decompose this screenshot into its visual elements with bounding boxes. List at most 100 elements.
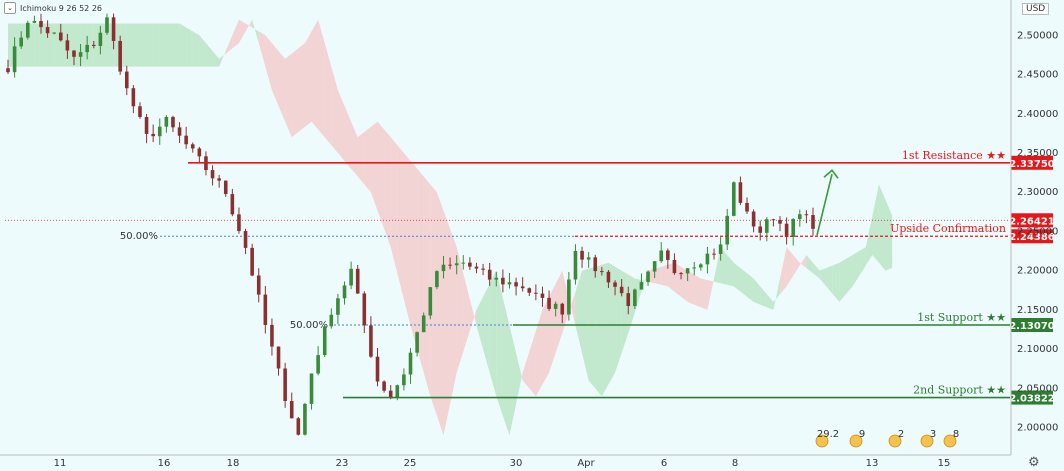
ichimoku-cloud-segment [87,23,94,67]
candle-body [39,21,43,28]
candle-body [362,293,367,326]
x-tick-label: 15 [938,458,951,469]
ichimoku-cloud-segment [397,145,404,300]
candle-body [804,214,809,216]
ichimoku-cloud-segment [232,19,239,49]
level-label: 1st Resistance ★★ [902,149,1006,162]
y-tick-label: 2.05000 [1017,383,1058,394]
ichimoku-cloud-segment [661,264,668,287]
event-marker[interactable] [849,434,863,448]
fib-label: 50.00% [290,320,328,331]
candle-body [659,250,664,262]
ichimoku-cloud-segment [845,254,853,295]
ichimoku-cloud-segment [601,262,609,397]
ichimoku-cloud-segment [278,50,286,122]
ichimoku-cloud-segment [780,247,787,295]
ichimoku-cloud-segment [443,210,451,436]
ichimoku-cloud-segment [34,23,41,67]
candle-body [296,418,301,435]
ichimoku-cloud-segment [529,330,536,397]
currency-selector[interactable]: USD [1022,3,1050,15]
ichimoku-cloud-segment [872,184,879,263]
candle-body [6,68,10,73]
candle-body [520,286,525,289]
candle-body [652,261,657,272]
candle-body [124,71,129,89]
ichimoku-cloud-segment [535,309,543,397]
ichimoku-cloud-segment [496,270,503,416]
candle-body [184,135,188,145]
candle-body [705,253,710,265]
candle-body [382,381,386,391]
chevron-down-icon[interactable]: ⌄ [4,2,16,14]
y-tick-label: 2.35000 [1017,148,1058,159]
candle-body [732,182,736,216]
candle-body [435,271,439,288]
ichimoku-cloud-segment [707,278,715,310]
candle-body [619,286,624,294]
y-tick-label: 2.00000 [1017,423,1058,434]
candle-body [263,294,268,325]
event-count: 29.2 [817,429,839,440]
x-tick-label: 6 [661,458,667,469]
candle-body [223,180,228,195]
ichimoku-cloud-segment [509,325,517,436]
ichimoku-cloud-segment [865,215,873,266]
candle-body [138,106,142,117]
ichimoku-cloud-segment [436,192,444,436]
candle-body [474,266,479,269]
ichimoku-cloud-segment [832,262,840,303]
candle-body [336,298,340,315]
ichimoku-cloud-segment [298,43,305,133]
candle-body [494,277,499,280]
candle-body [672,259,677,274]
event-marker[interactable] [815,434,829,448]
ichimoku-cloud-segment [733,262,741,292]
candle-body [712,253,716,255]
event-marker[interactable] [888,434,902,448]
ichimoku-cloud-segment [786,247,794,287]
candle-body [177,127,182,136]
x-tick-label: Apr [577,458,595,469]
candle-body [798,214,802,220]
ichimoku-cloud-segment [476,296,484,350]
ichimoku-cloud-segment [291,48,299,138]
candle-body [778,219,782,224]
ichimoku-cloud-segment [747,273,754,303]
ichimoku-cloud-segment [687,270,695,305]
indicator-label: Ichimoku 9 26 52 26 [20,3,102,13]
ichimoku-cloud-segment [219,50,226,67]
ichimoku-cloud-segment [225,35,233,54]
candle-body [461,262,466,264]
ichimoku-cloud-segment [377,121,385,229]
candle-body [415,332,419,353]
gear-icon[interactable]: ⚙ [1028,454,1040,469]
price-tag [1011,155,1053,170]
ichimoku-cloud-segment [562,270,569,334]
event-count: 3 [930,429,936,440]
ichimoku-cloud-segment [238,19,246,44]
price-tag-text: 2.24386 [1009,232,1055,243]
current-price-tag-text: 2.26421 [1009,216,1055,227]
candle-body [32,21,37,23]
ichimoku-cloud-segment [351,121,358,177]
candle-body [197,148,202,157]
ichimoku-cloud-segment [826,265,833,295]
ichimoku-cloud-segment [357,132,365,185]
event-marker[interactable] [943,434,957,448]
ichimoku-cloud-segment [212,50,220,67]
ichimoku-cloud-segment [390,137,398,274]
ichimoku-cloud-segment [271,43,279,106]
candle-body [355,268,360,294]
candle-body [72,50,76,57]
candle-body [580,250,584,260]
event-marker[interactable] [920,434,934,448]
candle-body [593,257,598,272]
ichimoku-cloud-segment [568,291,576,326]
ichimoku-cloud-segment [773,278,781,310]
candle-body [441,264,446,272]
candle-body [217,178,221,181]
candle-body [573,250,578,280]
candle-body [190,144,195,149]
